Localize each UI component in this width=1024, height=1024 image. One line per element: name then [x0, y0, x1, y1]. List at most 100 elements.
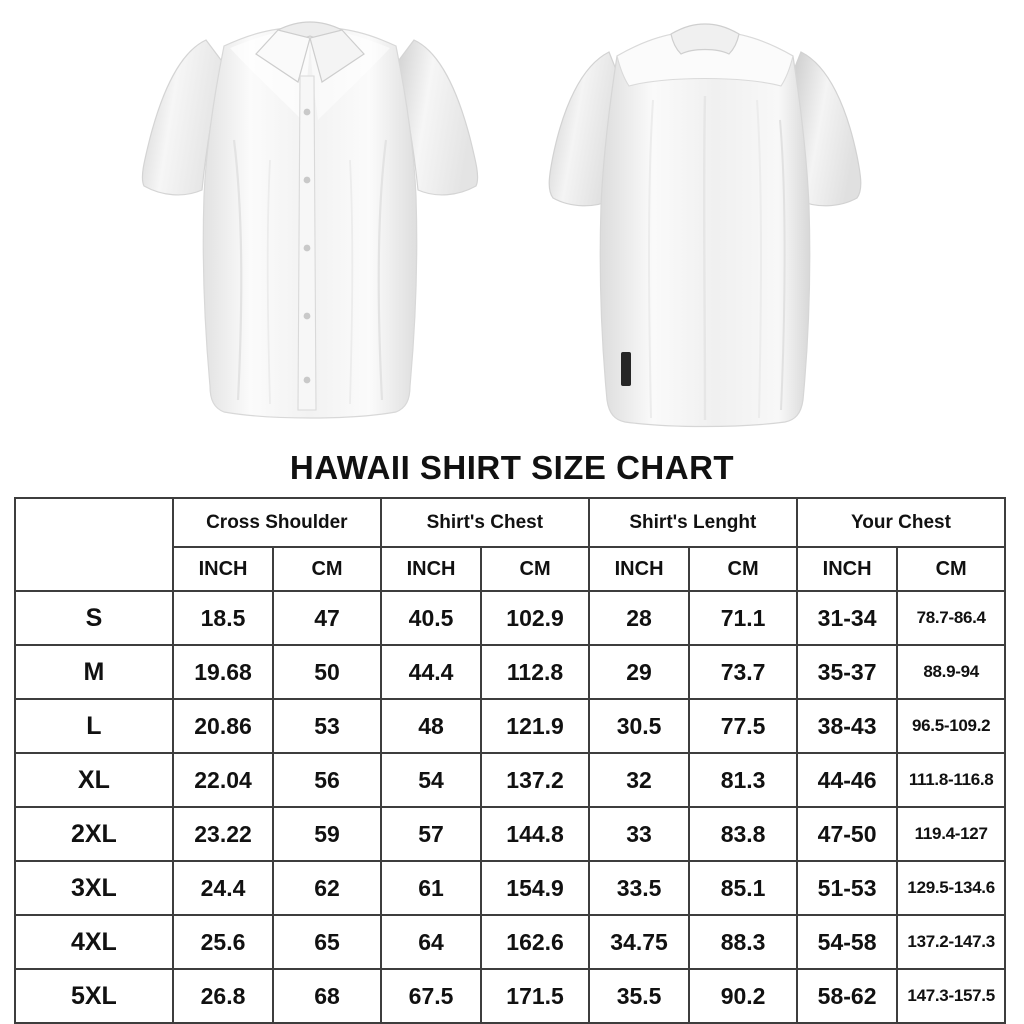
- cell-length-inch: 33.5: [587, 860, 691, 916]
- cell-cross-shoulder-inch: 20.86: [171, 698, 275, 754]
- group-header-cross-shoulder: Cross Shoulder: [171, 497, 382, 548]
- group-header-your-chest: Your Chest: [795, 497, 1007, 548]
- cell-size-label: M: [14, 644, 174, 700]
- cell-cross-shoulder-cm: 65: [272, 914, 382, 970]
- cell-your-chest-inch: 31-34: [795, 590, 899, 646]
- cell-your-chest-cm: 137.2-147.3: [896, 914, 1006, 970]
- cell-chest-cm: 121.9: [480, 698, 590, 754]
- cell-chest-inch: 61: [379, 860, 483, 916]
- cell-length-cm: 85.1: [688, 860, 798, 916]
- table-corner-blank: [14, 497, 174, 592]
- cell-chest-inch: 48: [379, 698, 483, 754]
- cell-your-chest-inch: 58-62: [795, 968, 899, 1024]
- cell-your-chest-inch: 35-37: [795, 644, 899, 700]
- cell-length-inch: 35.5: [587, 968, 691, 1024]
- shirt-back-fold: [756, 99, 762, 419]
- table-row: S 18.5 47 40.5 102.9 28 71.1 31-34 78.7-86.4: [14, 590, 1006, 646]
- cell-chest-cm: 144.8: [480, 806, 590, 862]
- shirt-back-fold: [648, 99, 654, 419]
- cell-cross-shoulder-cm: 62: [272, 860, 382, 916]
- cell-cross-shoulder-inch: 18.5: [171, 590, 275, 646]
- cell-length-inch: 29: [587, 644, 691, 700]
- group-header-row: Cross Shoulder Shirt's Chest Shirt's Len…: [14, 497, 1007, 592]
- cell-your-chest-inch: 47-50: [795, 806, 899, 862]
- table-row: 3XL 24.4 62 61 154.9 33.5 85.1 51-53 129.5-134.6: [14, 860, 1006, 916]
- cell-cross-shoulder-inch: 24.4: [171, 860, 275, 916]
- shirt-front-view: [110, 0, 510, 448]
- shirt-button: [303, 376, 311, 384]
- shirt-placket: [297, 75, 317, 411]
- cell-cross-shoulder-cm: 53: [272, 698, 382, 754]
- group-header-shirts-lenght: Shirt's Lenght: [587, 497, 798, 548]
- unit-header-inch-cross-shoulder: INCH: [171, 546, 275, 592]
- unit-header-cm-shirts-lenght: CM: [688, 546, 798, 592]
- cell-your-chest-inch: 44-46: [795, 752, 899, 808]
- cell-chest-cm: 112.8: [480, 644, 590, 700]
- cell-chest-cm: 171.5: [480, 968, 590, 1024]
- shirt-fold: [232, 139, 243, 401]
- cell-size-label: 2XL: [14, 806, 174, 862]
- cell-length-inch: 34.75: [587, 914, 691, 970]
- cell-length-cm: 88.3: [688, 914, 798, 970]
- cell-your-chest-inch: 54-58: [795, 914, 899, 970]
- cell-chest-inch: 57: [379, 806, 483, 862]
- table-row: XL 22.04 56 54 137.2 32 81.3 44-46 111.8-116.8: [14, 752, 1006, 808]
- cell-cross-shoulder-cm: 68: [272, 968, 382, 1024]
- cell-length-inch: 33: [587, 806, 691, 862]
- shirt-back-fold: [702, 95, 707, 421]
- shirt-button: [303, 176, 311, 184]
- cell-chest-inch: 40.5: [379, 590, 483, 646]
- unit-header-row: INCH CM INCH CM INCH CM INCH CM: [15, 546, 1006, 592]
- cell-your-chest-cm: 147.3-157.5: [896, 968, 1006, 1024]
- cell-cross-shoulder-inch: 26.8: [171, 968, 275, 1024]
- shirt-back-view: [505, 0, 905, 448]
- cell-length-cm: 90.2: [688, 968, 798, 1024]
- shirt-back-fold: [779, 119, 786, 411]
- cell-size-label: 5XL: [14, 968, 174, 1024]
- cell-length-cm: 83.8: [688, 806, 798, 862]
- cell-your-chest-cm: 119.4-127: [896, 806, 1006, 862]
- cell-size-label: S: [14, 590, 174, 646]
- product-image-area: [0, 0, 1024, 448]
- cell-your-chest-cm: 111.8-116.8: [896, 752, 1006, 808]
- cell-length-inch: 32: [587, 752, 691, 808]
- cell-your-chest-cm: 78.7-86.4: [896, 590, 1006, 646]
- cell-cross-shoulder-cm: 59: [272, 806, 382, 862]
- table-row: L 20.86 53 48 121.9 30.5 77.5 38-43 96.5-109.2: [14, 698, 1006, 754]
- shirt-button: [303, 108, 311, 116]
- cell-size-label: L: [14, 698, 174, 754]
- size-chart-table: Cross Shoulder Shirt's Chest Shirt's Len…: [14, 497, 1007, 1024]
- cell-your-chest-cm: 129.5-134.6: [896, 860, 1006, 916]
- cell-cross-shoulder-inch: 22.04: [171, 752, 275, 808]
- cell-chest-cm: 154.9: [480, 860, 590, 916]
- cell-chest-inch: 67.5: [379, 968, 483, 1024]
- cell-cross-shoulder-cm: 56: [272, 752, 382, 808]
- unit-header-cm-your-chest: CM: [896, 546, 1006, 592]
- shirt-fold: [349, 159, 354, 405]
- page-title: HAWAII SHIRT SIZE CHART: [289, 449, 735, 486]
- cell-your-chest-cm: 96.5-109.2: [896, 698, 1006, 754]
- cell-cross-shoulder-inch: 19.68: [171, 644, 275, 700]
- cell-your-chest-cm: 88.9-94: [896, 644, 1006, 700]
- unit-header-cm-cross-shoulder: CM: [272, 546, 382, 592]
- table-row: 2XL 23.22 59 57 144.8 33 83.8 47-50 119.4-127: [14, 806, 1006, 862]
- cell-chest-inch: 54: [379, 752, 483, 808]
- shirt-hem-label-tag: [621, 352, 631, 386]
- cell-length-inch: 30.5: [587, 698, 691, 754]
- cell-cross-shoulder-cm: 47: [272, 590, 382, 646]
- cell-cross-shoulder-cm: 50: [272, 644, 382, 700]
- cell-length-cm: 77.5: [688, 698, 798, 754]
- shirt-button: [303, 312, 311, 320]
- unit-header-inch-shirts-lenght: INCH: [587, 546, 691, 592]
- table-row: M 19.68 50 44.4 112.8 29 73.7 35-37 88.9-94: [14, 644, 1006, 700]
- cell-size-label: 3XL: [14, 860, 174, 916]
- group-header-shirts-chest: Shirt's Chest: [379, 497, 590, 548]
- cell-length-cm: 71.1: [688, 590, 798, 646]
- cell-chest-cm: 137.2: [480, 752, 590, 808]
- cell-your-chest-inch: 51-53: [795, 860, 899, 916]
- cell-chest-inch: 44.4: [379, 644, 483, 700]
- table-row: 4XL 25.6 65 64 162.6 34.75 88.3 54-58 137.2-147.…: [14, 914, 1006, 970]
- shirt-collar-left: [255, 29, 311, 83]
- cell-chest-cm: 102.9: [480, 590, 590, 646]
- cell-chest-cm: 162.6: [480, 914, 590, 970]
